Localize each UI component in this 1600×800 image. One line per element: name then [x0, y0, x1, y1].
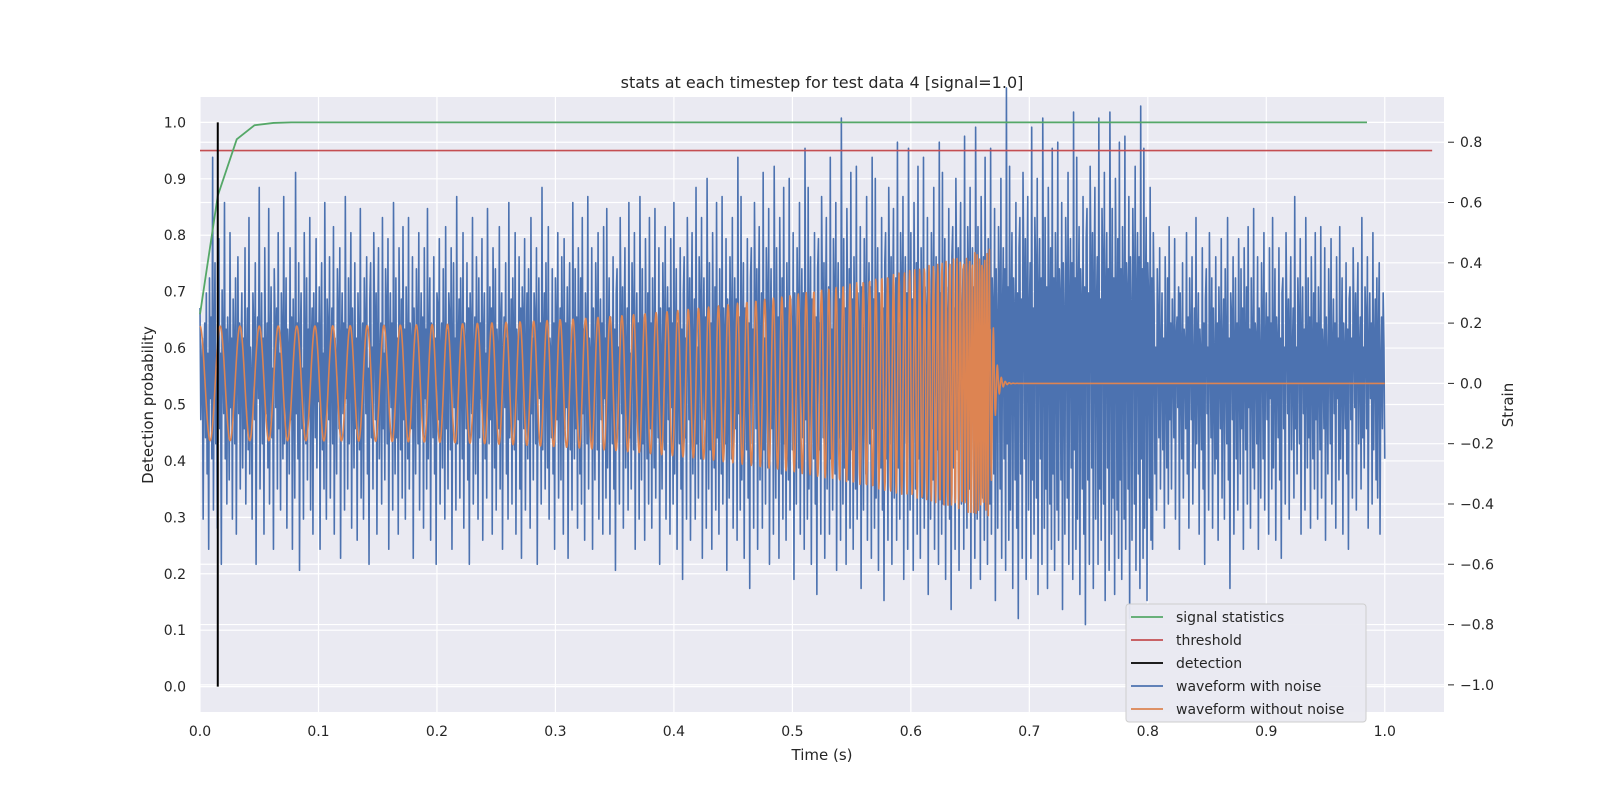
y-tick-label: 0.8: [164, 228, 186, 244]
series-waveform-with-noise: [199, 87, 1386, 626]
legend-box: [1125, 603, 1367, 723]
y2-tick-label: 0.0: [1460, 376, 1482, 392]
y-tick-label: 0.0: [164, 680, 186, 696]
legend-label-detection: detection: [1176, 656, 1242, 672]
x-tick-label: 0.5: [781, 724, 803, 740]
y2-tick-label: 0.2: [1460, 316, 1482, 332]
series-waveform-without-noise: [199, 248, 1386, 517]
y-tick-label: 0.2: [164, 567, 186, 583]
y-tick-label: 0.4: [164, 454, 186, 470]
x-tick-label: 0.7: [1018, 724, 1040, 740]
y-tick-label: 0.7: [164, 285, 186, 301]
y-tick-labels: 0.0 0.1 0.2 0.3 0.4 0.5 0.6 0.7 0.8 0.9 1.0: [164, 115, 186, 695]
legend-label-threshold: threshold: [1176, 633, 1242, 649]
y-tick-label: 0.5: [164, 398, 186, 414]
y2-axis-label: Strain: [1499, 383, 1517, 427]
x-tick-label: 0.4: [663, 724, 685, 740]
chart-title: stats at each timestep for test data 4 […: [621, 73, 1024, 92]
y2-tick-label: −1.0: [1460, 678, 1494, 694]
x-tick-label: 0.9: [1255, 724, 1277, 740]
y2-tick-labels: −1.0 −0.8 −0.6 −0.4 −0.2 0.0 0.2 0.4 0.6 0.8: [1448, 135, 1494, 694]
y-tick-label: 0.3: [164, 510, 186, 526]
x-tick-label: 0.6: [900, 724, 922, 740]
y2-tick-label: −0.2: [1460, 437, 1494, 453]
x-axis-label: Time (s): [791, 746, 853, 764]
legend-label-signal-statistics: signal statistics: [1176, 610, 1284, 626]
y-tick-label: 0.9: [164, 172, 186, 188]
x-tick-label: 0.1: [307, 724, 329, 740]
x-tick-label: 0.3: [544, 724, 566, 740]
legend-label-waveform-without-noise: waveform without noise: [1176, 702, 1344, 718]
y2-tick-label: 0.4: [1460, 256, 1482, 272]
y-tick-label: 1.0: [164, 115, 186, 131]
x-tick-label: 1.0: [1374, 724, 1396, 740]
y2-tick-label: −0.4: [1460, 497, 1494, 513]
y-axis-label: Detection probability: [139, 326, 157, 484]
y-tick-label: 0.6: [164, 341, 186, 357]
x-tick-label: 0.2: [426, 724, 448, 740]
x-tick-labels: 0.0 0.1 0.2 0.3 0.4 0.5 0.6 0.7 0.8 0.9 1.0: [189, 724, 1396, 740]
legend: signal statistics threshold detection wa…: [1125, 603, 1367, 723]
y2-tick-label: −0.8: [1460, 618, 1494, 634]
x-tick-label: 0.0: [189, 724, 211, 740]
y2-tick-label: 0.6: [1460, 196, 1482, 212]
series-layer: [199, 87, 1433, 687]
y-tick-label: 0.1: [164, 623, 186, 639]
x-tick-label: 0.8: [1137, 724, 1159, 740]
y2-tick-label: −0.6: [1460, 557, 1494, 573]
series-signal-statistics: [199, 121, 1367, 315]
y2-tick-label: 0.8: [1460, 135, 1482, 151]
legend-label-waveform-with-noise: waveform with noise: [1176, 679, 1321, 695]
